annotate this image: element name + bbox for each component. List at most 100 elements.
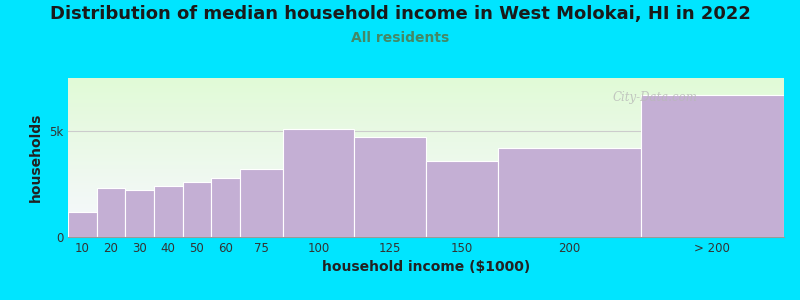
Bar (68, 178, 784, 179)
Bar (68, 186, 784, 187)
Bar (68, 97, 784, 98)
Bar (68, 148, 784, 149)
Bar (68, 193, 784, 194)
Bar (68, 163, 784, 164)
Bar (68, 236, 784, 237)
Bar (68, 92, 784, 93)
Bar (68, 226, 784, 227)
Bar (68, 160, 784, 161)
Bar (68, 207, 784, 208)
Bar (68, 137, 784, 138)
Bar (68, 87, 784, 88)
Bar (68, 158, 784, 159)
Bar (68, 108, 784, 109)
Text: Distribution of median household income in West Molokai, HI in 2022: Distribution of median household income … (50, 4, 750, 22)
Bar (68, 225, 784, 226)
Bar (68, 129, 784, 130)
Bar (68, 120, 784, 121)
Bar (68, 174, 784, 175)
Bar (354, 137, 426, 237)
Bar (68, 150, 784, 151)
Bar (68, 194, 784, 195)
Bar (68, 154, 784, 155)
Bar (68, 99, 784, 100)
Bar (68, 114, 784, 115)
Bar (68, 134, 784, 135)
Bar (97, 188, 126, 237)
Bar (68, 198, 784, 199)
Bar (68, 143, 784, 144)
Bar (68, 105, 784, 106)
Bar (68, 233, 784, 234)
Bar (68, 151, 784, 152)
Bar (498, 148, 641, 237)
Bar (68, 190, 784, 191)
Text: City-Data.com: City-Data.com (612, 91, 697, 104)
Bar (68, 206, 784, 207)
Bar (68, 84, 784, 85)
Bar (68, 188, 784, 189)
Bar (68, 103, 784, 104)
Bar (68, 139, 784, 140)
Bar (68, 144, 784, 145)
Bar (68, 141, 784, 142)
Bar (68, 164, 784, 165)
Bar (68, 81, 784, 82)
Bar (68, 169, 784, 170)
Bar (68, 231, 784, 232)
Bar (68, 157, 784, 158)
Bar (426, 161, 498, 237)
Bar (68, 85, 784, 86)
Bar (68, 224, 784, 225)
Bar (68, 118, 784, 119)
Bar (68, 215, 784, 216)
Bar (68, 219, 784, 220)
Bar (68, 209, 784, 210)
Bar (68, 80, 784, 81)
Bar (68, 185, 784, 186)
Bar (68, 149, 784, 150)
Bar (68, 179, 784, 180)
Bar (68, 212, 784, 213)
Bar (68, 176, 784, 177)
Bar (68, 100, 784, 101)
Bar (68, 109, 784, 110)
Bar (68, 98, 784, 99)
Bar (68, 212, 97, 237)
Bar (282, 129, 354, 237)
Bar (68, 199, 784, 200)
Bar (126, 190, 154, 237)
Bar (68, 104, 784, 105)
Bar (68, 126, 784, 127)
Bar (68, 195, 784, 196)
Bar (68, 142, 784, 143)
Bar (68, 96, 784, 97)
Bar (68, 91, 784, 92)
Bar (68, 192, 784, 193)
Bar (68, 110, 784, 111)
Bar (68, 213, 784, 214)
Bar (68, 111, 784, 112)
Bar (68, 88, 784, 89)
Bar (68, 127, 784, 128)
Bar (68, 200, 784, 201)
Bar (68, 125, 784, 126)
Bar (68, 232, 784, 233)
Bar (68, 202, 784, 203)
Bar (68, 146, 784, 147)
Bar (68, 203, 784, 204)
Bar (68, 106, 784, 107)
Bar (240, 169, 283, 237)
Bar (68, 133, 784, 134)
Bar (68, 170, 784, 171)
Bar (68, 107, 784, 108)
Bar (68, 229, 784, 230)
Bar (68, 214, 784, 215)
Bar (68, 79, 784, 80)
Bar (68, 168, 784, 169)
Bar (68, 152, 784, 153)
Bar (68, 217, 784, 218)
Bar (68, 123, 784, 124)
Bar (68, 161, 784, 162)
Bar (68, 131, 784, 132)
